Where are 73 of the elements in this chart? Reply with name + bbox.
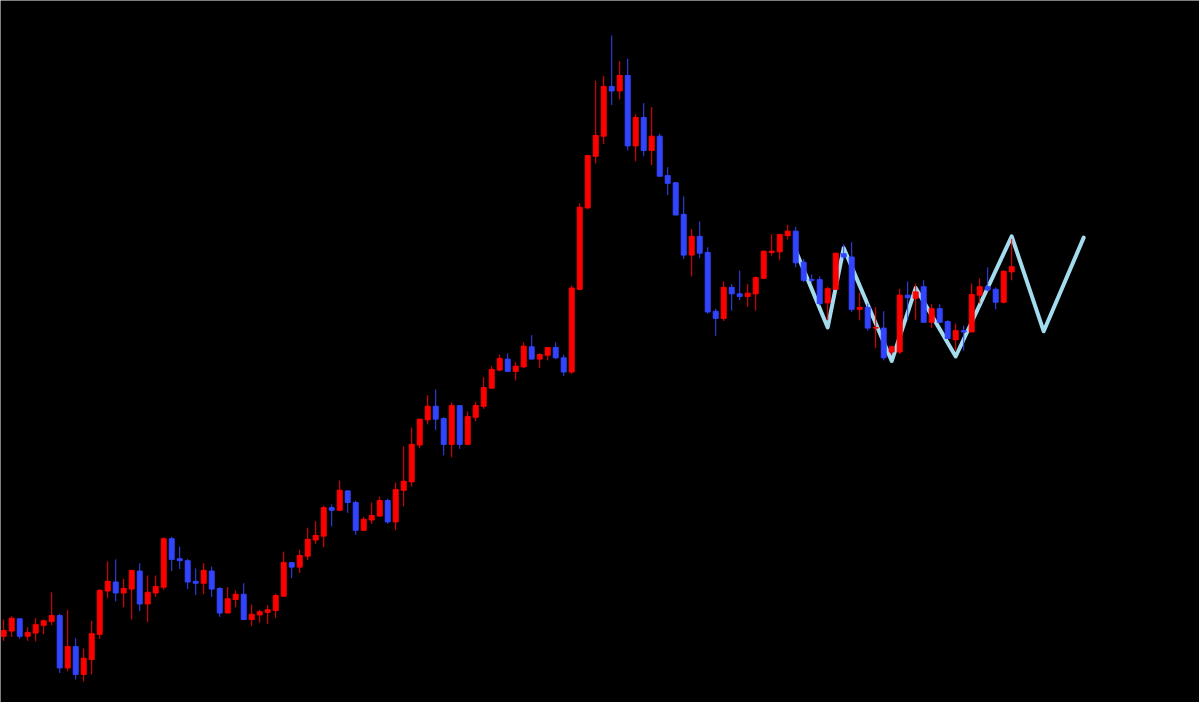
candlestick (336, 480, 343, 511)
candlestick (728, 283, 735, 312)
candlestick (952, 323, 959, 352)
candlestick (184, 558, 191, 590)
candlestick (592, 80, 599, 164)
candlestick (864, 303, 871, 332)
candlestick (696, 220, 703, 259)
candlestick (688, 228, 695, 277)
candlestick (376, 496, 383, 517)
candlestick (296, 549, 303, 574)
candlestick (824, 286, 831, 321)
candlestick (176, 545, 183, 570)
candlestick (472, 401, 479, 422)
candlestick (744, 283, 751, 308)
candlestick (712, 308, 719, 337)
candlestick (480, 376, 487, 410)
candlestick (248, 604, 255, 627)
candlestick (992, 286, 999, 310)
candlestick (152, 575, 159, 598)
candlestick (64, 609, 71, 672)
candlestick (8, 615, 15, 638)
candlestick (128, 569, 135, 620)
candlestick (200, 562, 207, 595)
candlestick (752, 275, 759, 312)
candlestick (872, 306, 879, 349)
candlestick (104, 560, 111, 599)
candlestick (504, 352, 511, 372)
candlestick (856, 292, 863, 321)
candlestick (768, 233, 775, 257)
candlestick (328, 503, 335, 527)
candlestick (944, 319, 951, 339)
candlestick (904, 281, 911, 321)
candlestick (608, 34, 615, 106)
candlestick (304, 527, 311, 561)
candlestick (208, 565, 215, 598)
candlestick (272, 593, 279, 619)
candlestick (16, 618, 23, 640)
candlestick (936, 303, 943, 323)
candlestick (112, 558, 119, 602)
candlestick (224, 586, 231, 614)
candlestick (384, 498, 391, 525)
candlestick (0, 618, 7, 642)
candlestick (960, 324, 967, 352)
candlestick (368, 502, 375, 525)
candlestick (192, 567, 199, 596)
candlestick (736, 270, 743, 301)
candlestick (312, 520, 319, 545)
candlestick (816, 275, 823, 306)
candlestick (664, 166, 671, 196)
candlestick (344, 490, 351, 514)
candlestick (120, 578, 127, 608)
candlestick (1008, 238, 1015, 281)
candlestick (424, 394, 431, 425)
candlestick (488, 365, 495, 389)
candlestick (776, 233, 783, 261)
candlestick (560, 354, 567, 377)
candlestick (928, 303, 935, 329)
candlestick (616, 60, 623, 100)
candlestick (432, 388, 439, 431)
candlestick (80, 648, 87, 682)
candlestick (48, 591, 55, 626)
candlestick (800, 258, 807, 283)
candlestick (520, 341, 527, 369)
candlestick (512, 361, 519, 381)
candlestick (264, 604, 271, 625)
candlestick (912, 283, 919, 321)
candlestick (400, 445, 407, 507)
candlestick (528, 334, 535, 360)
candlestick (144, 575, 151, 623)
candlestick (32, 617, 39, 642)
candlestick (648, 106, 655, 166)
candlestick (168, 536, 175, 572)
candlestick (976, 277, 983, 305)
